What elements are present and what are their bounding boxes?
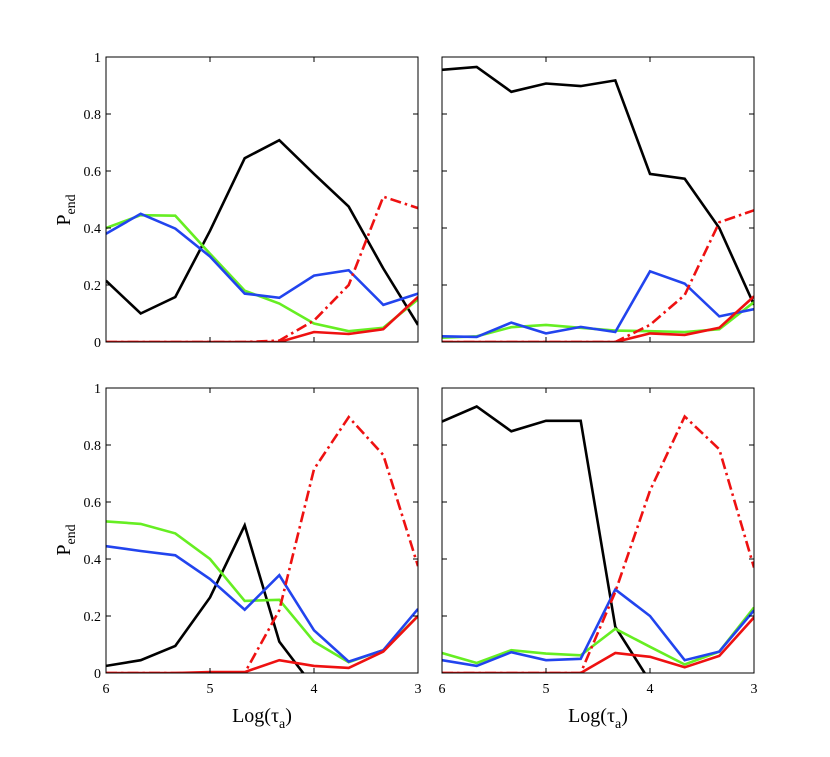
x-tick-label: 6: [439, 682, 446, 697]
x-tick-label: 6: [103, 682, 110, 697]
series-line-red-dash-dot: [442, 209, 754, 342]
y-tick-label: 0.6: [84, 496, 102, 511]
series-line-black: [106, 521, 305, 673]
series-line-red-dash-dot: [442, 414, 754, 673]
series-line-black: [442, 65, 754, 306]
series-group: [442, 405, 754, 673]
y-tick-label: 0: [94, 336, 101, 351]
y-tick-label: 0.2: [84, 610, 102, 625]
series-line-blue: [442, 269, 754, 339]
series-group: [106, 138, 418, 342]
x-tick-label: 5: [543, 682, 550, 697]
x-axis-label-left: Log(τa): [232, 705, 292, 732]
y-tick-label: 1: [94, 51, 101, 66]
panel-bottom-right: 6 5 4 3: [439, 387, 758, 697]
series-line-red: [106, 296, 418, 342]
series-line-green: [106, 213, 418, 333]
axes-frame: [105, 387, 419, 674]
y-axis-label-bottom: Pend: [53, 524, 79, 555]
panel-top-right: [441, 56, 755, 343]
y-tick-label: 0.2: [84, 279, 102, 294]
series-line-red: [442, 295, 754, 342]
series-line-red: [442, 616, 754, 673]
axes-frame: [105, 56, 419, 343]
series-line-green: [442, 606, 754, 666]
series-line-black: [442, 405, 647, 673]
axes-frame: [441, 56, 755, 343]
x-tick-label: 5: [207, 682, 214, 697]
series-line-red: [106, 615, 418, 673]
x-tick-label: 4: [311, 682, 318, 697]
panel-bottom-left: 0 0.2 0.4 0.6 0.8 1 6 5 4 3: [84, 382, 422, 697]
x-tick-label: 4: [647, 682, 654, 697]
series-line-red-dash-dot: [106, 195, 418, 342]
panel-top-left: 0 0.2 0.4 0.6 0.8 1: [84, 51, 419, 351]
x-axis-label-right: Log(τa): [568, 705, 628, 732]
y-tick-label: 0: [94, 667, 101, 682]
series-line-red-dash-dot: [106, 414, 418, 673]
x-tick-label: 3: [751, 682, 758, 697]
y-tick-label: 0.4: [84, 222, 102, 237]
series-line-blue: [442, 587, 754, 668]
series-group: [106, 414, 418, 673]
y-tick-label: 0.4: [84, 553, 102, 568]
series-line-blue: [106, 544, 418, 664]
y-tick-label: 0.8: [84, 108, 102, 123]
y-tick-label: 0.6: [84, 165, 102, 180]
series-line-blue: [106, 212, 418, 307]
y-tick-label: 1: [94, 382, 101, 397]
series-group: [442, 65, 754, 342]
y-tick-label: 0.8: [84, 439, 102, 454]
x-tick-label: 3: [415, 682, 422, 697]
y-axis-label-top: Pend: [53, 194, 79, 225]
panels: 0 0.2 0.4 0.6 0.8 1 0 0.2 0.4 0.6 0.8 1 6 5 4 3 6 5 4 3: [84, 51, 758, 697]
axes-frame: [441, 387, 755, 674]
series-line-black: [106, 138, 418, 326]
